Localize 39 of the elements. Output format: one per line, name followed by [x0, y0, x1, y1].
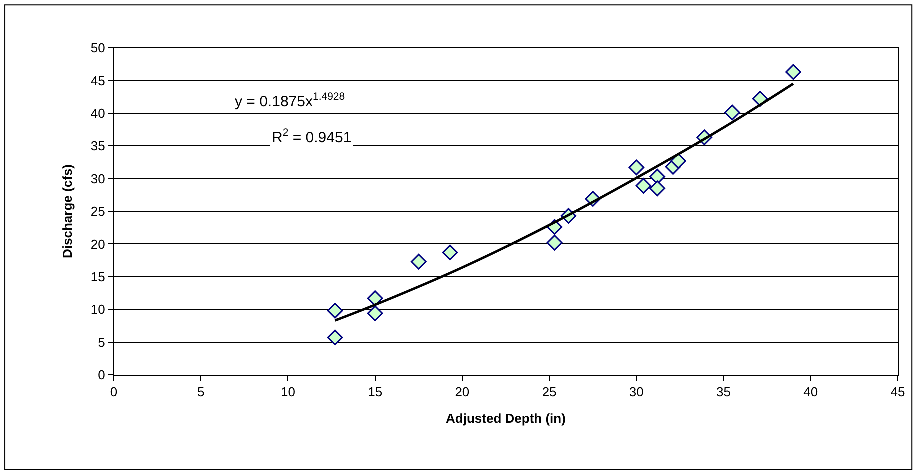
point — [670, 153, 686, 170]
annotation: y = 0.1875x$^{1.4928}$ — [235, 91, 346, 110]
point — [650, 168, 666, 185]
y-tick-label: 40 — [90, 106, 106, 121]
point — [410, 254, 427, 270]
point — [546, 234, 563, 251]
x-tick-label: 45 — [890, 384, 906, 400]
y-tick-label: 10 — [90, 302, 106, 318]
y-tick-label: 15 — [90, 269, 106, 284]
y-axis-title: Discharge (cfs) — [60, 164, 75, 258]
y-tick-label: 35 — [90, 138, 106, 154]
point — [724, 104, 740, 121]
point — [327, 303, 344, 319]
x-tick-label: 35 — [716, 384, 732, 400]
x-tick-label: 25 — [542, 384, 557, 400]
y-tick-label: 5 — [98, 334, 106, 350]
y-tick-label: 20 — [90, 236, 106, 252]
y-tick-label: 50 — [90, 40, 106, 56]
y-tick-label: 30 — [90, 171, 106, 186]
x-tick-label: 10 — [280, 384, 296, 400]
y-tick-label: 45 — [90, 73, 106, 88]
x-tick-label: 0 — [110, 384, 118, 400]
x-tick-label: 15 — [368, 384, 383, 400]
x-tick-label: 20 — [455, 384, 470, 400]
x-tick-label: 30 — [629, 384, 644, 400]
point — [367, 306, 384, 322]
point — [628, 160, 645, 176]
x-axis-title: Adjusted Depth (in) — [446, 411, 566, 426]
point — [786, 64, 802, 80]
point — [442, 244, 458, 261]
x-tick-label: 40 — [804, 384, 818, 400]
point — [367, 290, 384, 306]
point — [327, 330, 344, 346]
y-tick-label: 25 — [90, 204, 106, 220]
point — [650, 180, 666, 197]
annotation: R$^{2}$ = 0.9451 — [272, 127, 352, 146]
y-tick-label: 0 — [98, 368, 106, 383]
x-tick-label: 5 — [197, 384, 205, 400]
point — [636, 178, 652, 194]
